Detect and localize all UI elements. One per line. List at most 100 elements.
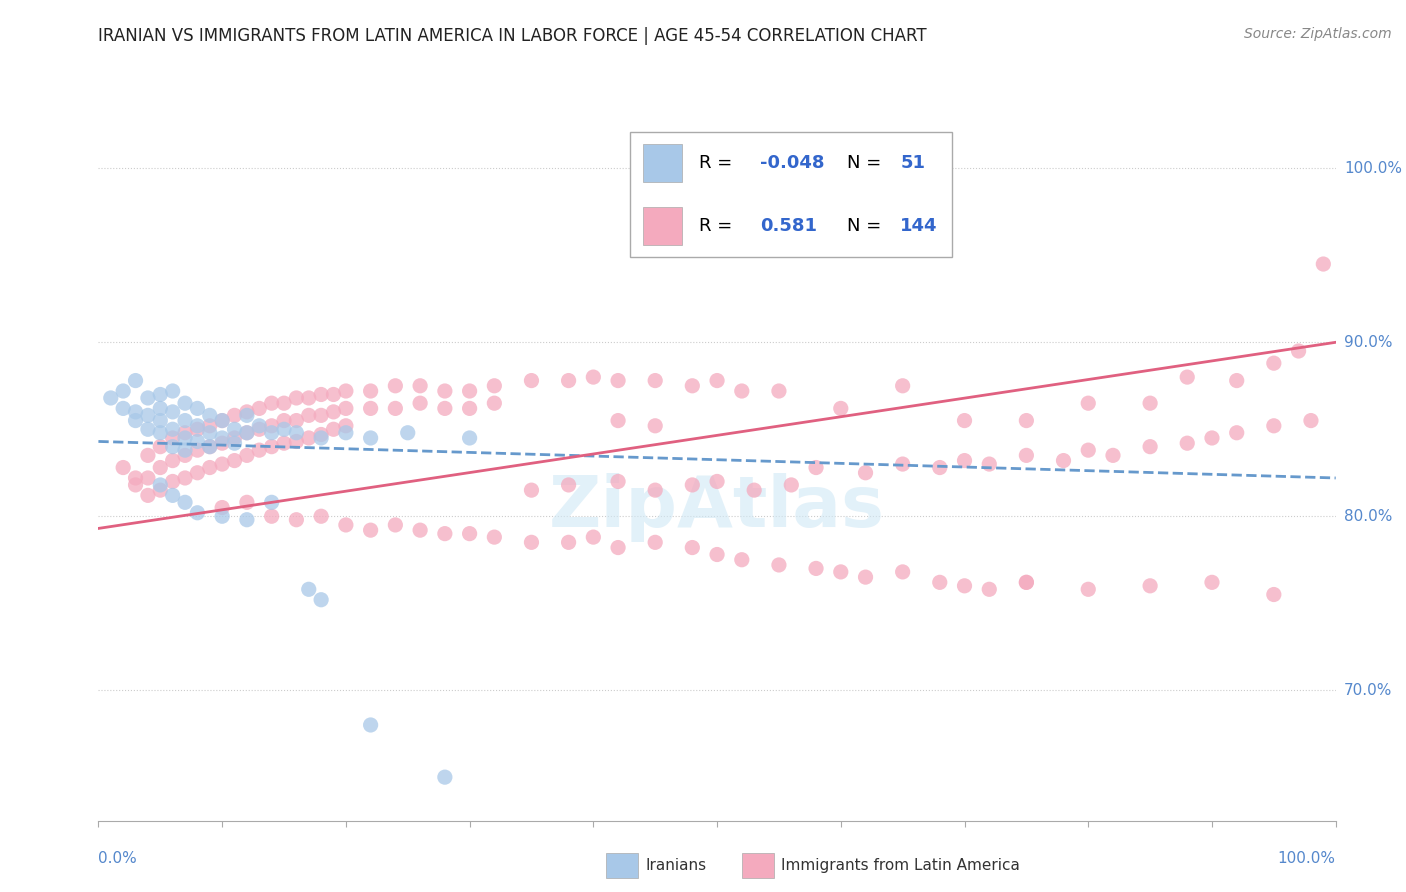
Point	[855, 466, 877, 480]
Point	[979, 582, 1001, 597]
Point	[247, 418, 270, 433]
Point	[520, 483, 543, 498]
Point	[112, 460, 135, 475]
Point	[1299, 413, 1322, 427]
Point	[236, 495, 259, 509]
Point	[335, 401, 357, 416]
Point	[742, 483, 765, 498]
Point	[396, 425, 419, 440]
Point	[360, 401, 382, 416]
Point	[309, 509, 332, 524]
Point	[1201, 575, 1223, 590]
Point	[731, 552, 754, 567]
Point	[236, 425, 259, 440]
Point	[162, 488, 184, 502]
Point	[953, 453, 976, 467]
Point	[260, 396, 283, 410]
Point	[607, 475, 630, 489]
Point	[458, 401, 481, 416]
Point	[582, 530, 605, 544]
Point	[298, 582, 321, 597]
Point	[162, 453, 184, 467]
Point	[198, 440, 221, 454]
Point	[360, 384, 382, 398]
Text: 51: 51	[900, 154, 925, 172]
Point	[433, 526, 456, 541]
Point	[260, 425, 283, 440]
Point	[768, 558, 790, 572]
Point	[298, 409, 321, 423]
Text: IRANIAN VS IMMIGRANTS FROM LATIN AMERICA IN LABOR FORCE | AGE 45-54 CORRELATION : IRANIAN VS IMMIGRANTS FROM LATIN AMERICA…	[98, 27, 927, 45]
Text: Source: ZipAtlas.com: Source: ZipAtlas.com	[1244, 27, 1392, 41]
Text: 80.0%: 80.0%	[1344, 508, 1392, 524]
Point	[1077, 582, 1099, 597]
Point	[433, 401, 456, 416]
Text: 0.0%: 0.0%	[98, 851, 138, 866]
Point	[174, 396, 197, 410]
Point	[149, 440, 172, 454]
Point	[298, 391, 321, 405]
Point	[247, 401, 270, 416]
Point	[309, 387, 332, 401]
Point	[458, 526, 481, 541]
Point	[607, 541, 630, 555]
Point	[224, 436, 246, 450]
Point	[149, 478, 172, 492]
Point	[1263, 356, 1285, 370]
Point	[124, 478, 146, 492]
Point	[236, 425, 259, 440]
Point	[1015, 575, 1038, 590]
Point	[211, 500, 233, 515]
Point	[322, 405, 344, 419]
Point	[198, 409, 221, 423]
Point	[891, 565, 914, 579]
Point	[260, 495, 283, 509]
Point	[162, 431, 184, 445]
Point	[186, 422, 208, 436]
Point	[335, 384, 357, 398]
Text: R =: R =	[699, 154, 738, 172]
Text: 70.0%: 70.0%	[1344, 682, 1392, 698]
Point	[273, 396, 295, 410]
Point	[520, 374, 543, 388]
Point	[285, 391, 308, 405]
Point	[198, 460, 221, 475]
Point	[174, 495, 197, 509]
Point	[891, 457, 914, 471]
Point	[198, 418, 221, 433]
Point	[149, 460, 172, 475]
Point	[1015, 413, 1038, 427]
Text: Iranians: Iranians	[645, 858, 706, 873]
Point	[458, 384, 481, 398]
Point	[804, 460, 827, 475]
Point	[1226, 425, 1249, 440]
Point	[174, 443, 197, 458]
Point	[557, 535, 579, 549]
FancyBboxPatch shape	[643, 207, 682, 245]
Point	[236, 409, 259, 423]
Point	[224, 431, 246, 445]
Text: 0.581: 0.581	[761, 217, 817, 235]
Point	[247, 422, 270, 436]
Point	[174, 425, 197, 440]
Point	[174, 431, 197, 445]
Point	[236, 513, 259, 527]
Point	[433, 770, 456, 784]
Point	[1175, 370, 1198, 384]
Point	[644, 535, 666, 549]
Point	[174, 413, 197, 427]
Point	[260, 509, 283, 524]
Point	[136, 422, 159, 436]
Point	[557, 478, 579, 492]
Point	[360, 431, 382, 445]
Point	[1263, 418, 1285, 433]
Text: N =: N =	[846, 217, 887, 235]
Point	[186, 506, 208, 520]
Point	[224, 453, 246, 467]
Point	[1102, 449, 1125, 463]
Point	[607, 413, 630, 427]
Point	[162, 422, 184, 436]
Point	[855, 570, 877, 584]
Point	[309, 431, 332, 445]
Point	[928, 575, 950, 590]
